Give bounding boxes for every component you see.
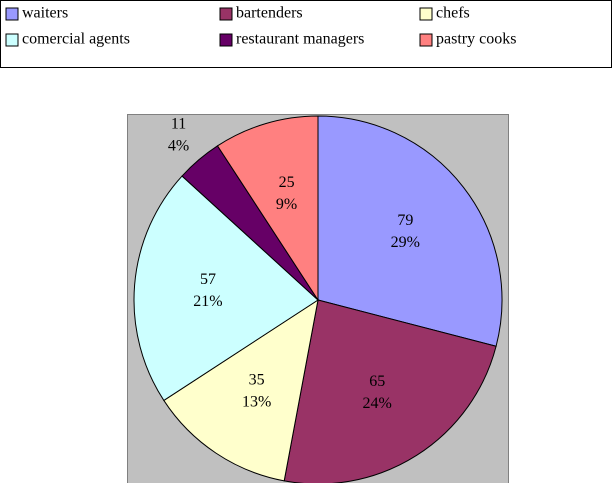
data-label: 11 [171, 116, 186, 133]
data-label: 79 [397, 212, 413, 229]
data-label-percent: 4% [168, 138, 189, 155]
legend-swatch [419, 33, 433, 47]
legend-label: comercial agents [22, 31, 130, 48]
data-label-percent: 29% [391, 234, 420, 251]
data-label-percent: 9% [276, 196, 297, 213]
data-label-percent: 13% [242, 393, 271, 410]
legend-swatch [5, 33, 19, 47]
legend-label: restaurant managers [236, 31, 364, 48]
data-label-percent: 21% [193, 293, 222, 310]
legend-label: waiters [22, 5, 68, 22]
data-label: 57 [200, 271, 216, 288]
legend-label: chefs [436, 5, 470, 22]
legend-swatch [219, 33, 233, 47]
pie-slice [283, 299, 497, 483]
legend-label: bartenders [236, 5, 303, 22]
pie-slice [133, 175, 319, 402]
pie-slice [317, 115, 503, 347]
legend-label: pastry cooks [436, 31, 516, 48]
legend-swatch [419, 7, 433, 21]
data-label: 35 [249, 371, 265, 388]
pie-slice [216, 115, 319, 302]
legend-swatch [219, 7, 233, 21]
data-label-percent: 24% [363, 395, 392, 412]
pie-slice [163, 298, 319, 482]
legend-swatch [5, 7, 19, 21]
data-label: 65 [369, 373, 385, 390]
legend-box [0, 0, 612, 68]
data-label: 25 [279, 174, 295, 191]
